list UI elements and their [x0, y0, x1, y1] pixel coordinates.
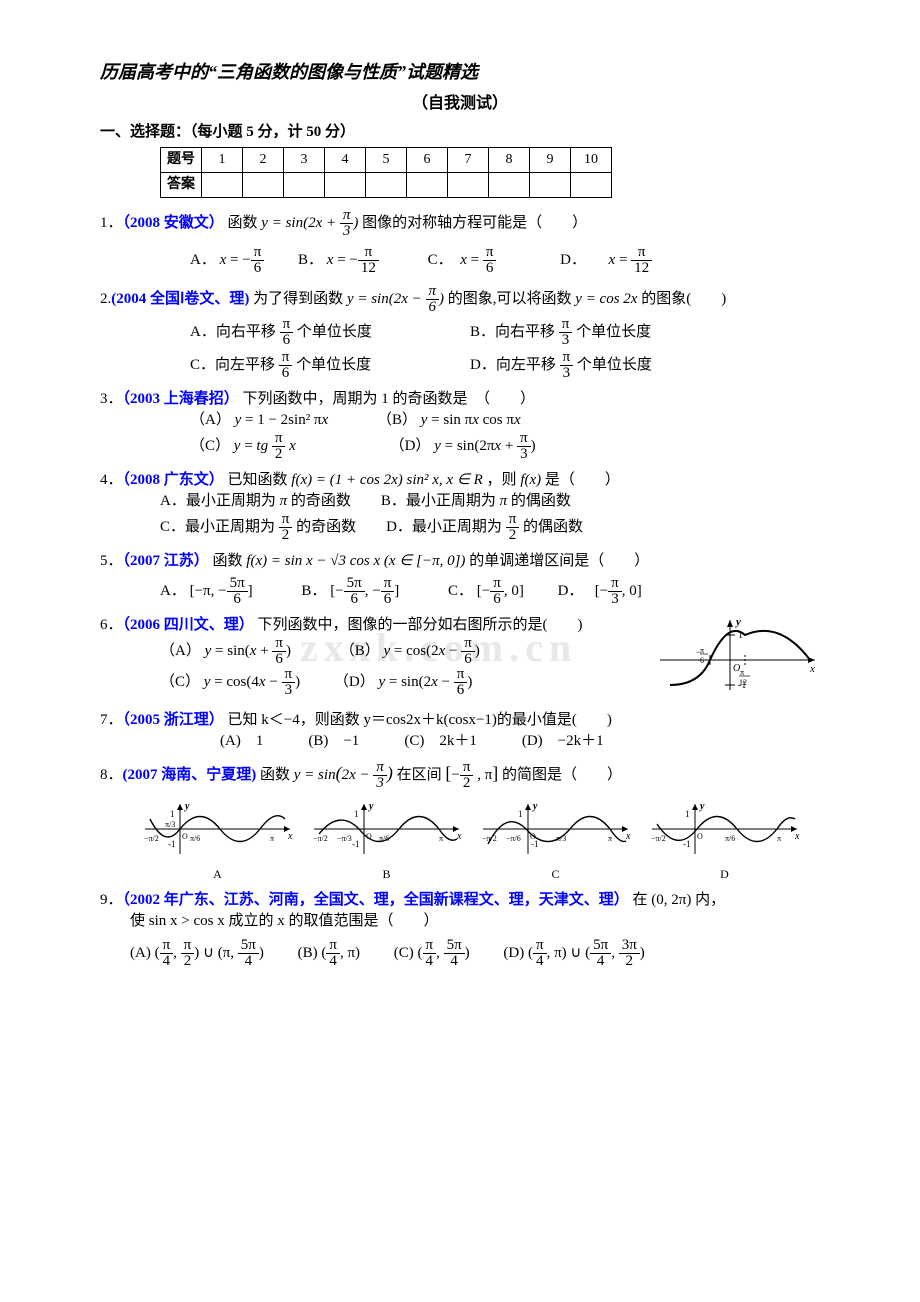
source-tag: (2007 海南、宁夏理)	[123, 767, 257, 783]
question-6: 6．（2006 四川文、理） 下列函数中，图像的一部分如右图所示的是( ) （A…	[100, 615, 820, 702]
grid-cell	[202, 172, 243, 197]
svg-text:O: O	[366, 832, 372, 841]
source-tag: (2004 全国Ⅰ卷文、理)	[111, 291, 249, 307]
options: A．向右平移 π6 个单位长度 B．向右平移 π3 个单位长度	[190, 317, 820, 348]
grid-col: 2	[243, 147, 284, 172]
source-tag: （2003 上海春招）	[123, 391, 239, 407]
options: （C） y = cos(4x − π3) （D） y = sin(2x − π6…	[160, 667, 660, 698]
options: （A） y = sin(x + π6) （B） y = cos(2x − π6)	[160, 636, 660, 667]
options: A．最小正周期为 π 的奇函数 B．最小正周期为 π 的偶函数	[160, 491, 820, 512]
grid-col: 3	[284, 147, 325, 172]
svg-text:π/6: π/6	[379, 834, 389, 843]
options: C．最小正周期为 π2 的奇函数 D．最小正周期为 π2 的偶函数	[160, 512, 820, 543]
q6-chart: x y O 1 -1 − π 6 π 12	[660, 615, 820, 702]
question-7: 7．（2005 浙江理） 已知 k＜−4，则函数 y＝cos2x＋k(cosx−…	[100, 710, 820, 752]
svg-text:6: 6	[700, 656, 704, 665]
options: (A) (π4, π2) ∪ (π, 5π4) (B) (π4, π) (C) …	[130, 938, 820, 969]
options: （C） y = tg π2 x （D） y = sin(2πx + π3)	[190, 431, 820, 462]
svg-text:π/3: π/3	[556, 834, 566, 843]
svg-text:y: y	[734, 616, 741, 628]
svg-text:x: x	[809, 663, 815, 675]
svg-text:−π/2: −π/2	[313, 834, 328, 843]
grid-row-label: 答案	[161, 172, 202, 197]
chart-caption: A	[140, 866, 295, 883]
page-subtitle: （自我测试）	[100, 93, 820, 115]
grid-col: 6	[407, 147, 448, 172]
grid-col: 8	[489, 147, 530, 172]
svg-text:O: O	[530, 832, 536, 841]
stem: 图像的对称轴方程可能是（ ）	[362, 215, 587, 231]
svg-text:x: x	[287, 831, 293, 842]
chart-caption: C	[478, 866, 633, 883]
svg-text:−π/2: −π/2	[651, 834, 666, 843]
svg-text:1: 1	[354, 809, 359, 819]
question-5: 5．（2007 江苏） 函数 f(x) = sin x − √3 cos x (…	[100, 551, 820, 607]
grid-col: 9	[530, 147, 571, 172]
page-title: 历届高考中的“三角函数的图像与性质”试题精选	[100, 60, 820, 85]
answer-grid: 题号 1 2 3 4 5 6 7 8 9 10 答案	[160, 147, 612, 198]
question-9: 9．（2002 年广东、江苏、河南，全国文、理，全国新课程文、理，天津文、理） …	[100, 890, 820, 969]
svg-text:π/3: π/3	[165, 820, 175, 829]
grid-col: 1	[202, 147, 243, 172]
svg-text:-1: -1	[352, 839, 360, 849]
svg-text:O: O	[182, 832, 188, 841]
svg-text:1: 1	[685, 809, 690, 819]
svg-text:−π/2: −π/2	[144, 834, 159, 843]
svg-text:−π/2: −π/2	[482, 834, 497, 843]
svg-text:y: y	[184, 801, 190, 812]
svg-text:π/6: π/6	[725, 834, 735, 843]
source-tag: （2008 安徽文）	[123, 215, 224, 231]
svg-text:1: 1	[170, 809, 175, 819]
question-4: 4．（2008 广东文） 已知函数 f(x) = (1 + cos 2x) si…	[100, 470, 820, 543]
options: C．向左平移 π6 个单位长度 D．向左平移 π3 个单位长度	[190, 350, 820, 381]
svg-text:x: x	[625, 831, 631, 842]
svg-text:-1: -1	[683, 839, 691, 849]
q8-charts: y x 1 -1 −π/2 Oπ/6 π π/3 A y x 1 -1 −π/2 −π/3 Oπ/6 π B…	[140, 799, 820, 883]
chart-caption: B	[309, 866, 464, 883]
question-8: 8．(2007 海南、宁夏理) 函数 y = sin(2x − π3) 在区间 …	[100, 760, 820, 883]
svg-text:1: 1	[518, 809, 523, 819]
svg-text:12: 12	[739, 678, 747, 687]
svg-text:π: π	[608, 834, 612, 843]
options: (A) 1 (B) −1 (C) 2k＋1 (D) −2k＋1	[220, 731, 820, 752]
svg-text:π/6: π/6	[190, 834, 200, 843]
options: A． x = −π6 B． x = −π12 C． x = π6 D． x = …	[190, 245, 820, 276]
svg-text:y: y	[532, 801, 538, 812]
svg-text:−π/3: −π/3	[337, 834, 352, 843]
source-tag: （2008 广东文）	[123, 472, 224, 488]
grid-row-label: 题号	[161, 147, 202, 172]
svg-text:x: x	[456, 831, 462, 842]
stem: 函数	[228, 215, 262, 231]
svg-text:O: O	[697, 832, 703, 841]
grid-col: 10	[571, 147, 612, 172]
svg-text:y: y	[368, 801, 374, 812]
source-tag: （2002 年广东、江苏、河南，全国文、理，全国新课程文、理，天津文、理）	[123, 892, 629, 908]
chart-caption: D	[647, 866, 802, 883]
options: （A） y = 1 − 2sin² πx （B） y = sin πx cos …	[190, 410, 820, 431]
grid-col: 7	[448, 147, 489, 172]
question-3: 3．（2003 上海春招） 下列函数中，周期为 1 的奇函数是 （ ） （A） …	[100, 389, 820, 462]
grid-col: 4	[325, 147, 366, 172]
grid-col: 5	[366, 147, 407, 172]
source-tag: （2007 江苏）	[123, 553, 209, 569]
svg-text:x: x	[794, 831, 800, 842]
question-2: 2.(2004 全国Ⅰ卷文、理) 为了得到函数 y = sin(2x − π6)…	[100, 284, 820, 381]
formula: y = sin(2x + π3)	[261, 215, 358, 231]
question-1: 1．（2008 安徽文） 函数 y = sin(2x + π3) 图像的对称轴方…	[100, 208, 820, 276]
svg-text:π: π	[270, 834, 274, 843]
options: A． [−π, −5π6] B． [−5π6, −π6] C． [−π6, 0]…	[160, 576, 820, 607]
svg-text:π: π	[439, 834, 443, 843]
svg-text:-1: -1	[168, 839, 176, 849]
section-heading: 一、选择题：（每小题 5 分，计 50 分）	[100, 122, 820, 143]
svg-text:y: y	[699, 801, 705, 812]
svg-text:π: π	[777, 834, 781, 843]
source-tag: （2005 浙江理）	[123, 712, 224, 728]
source-tag: （2006 四川文、理）	[123, 617, 254, 633]
svg-text:−π/6: −π/6	[506, 834, 521, 843]
